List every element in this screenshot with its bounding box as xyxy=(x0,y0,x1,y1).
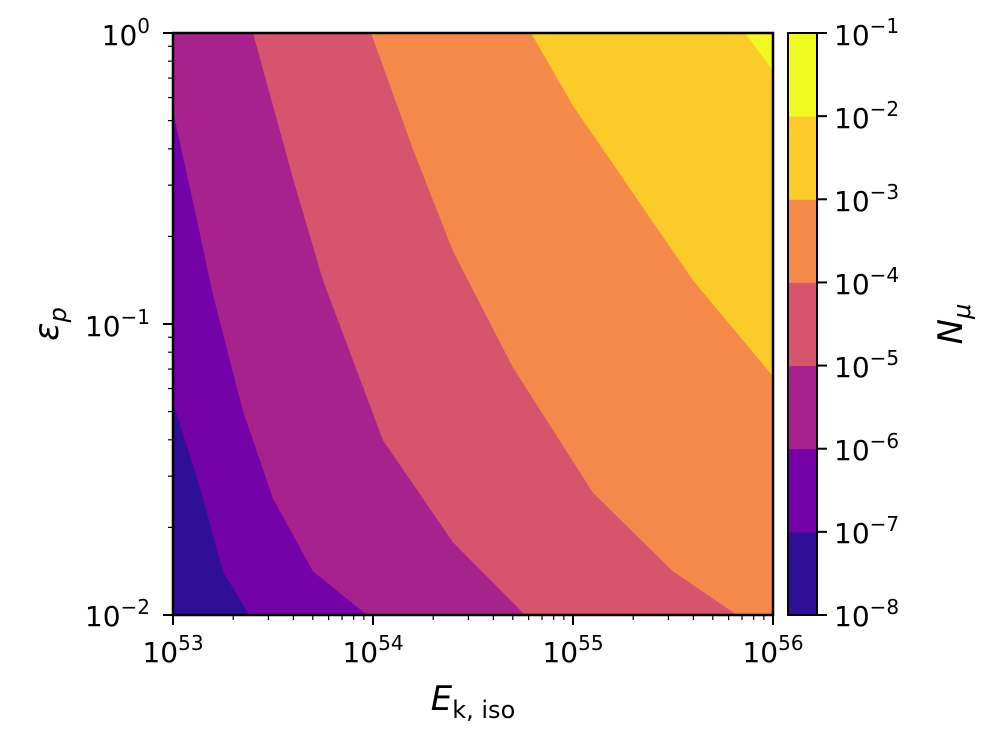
x-axis-label: Ek, iso xyxy=(431,679,516,724)
contour-region xyxy=(531,33,773,377)
colorbar-band xyxy=(788,531,817,616)
x-tick-label: 1055 xyxy=(542,631,603,669)
x-tick-label: 1053 xyxy=(142,631,203,669)
colorbar-band xyxy=(788,33,817,117)
x-tick-label: 1054 xyxy=(342,631,403,669)
colorbar-tick-label: 10−8 xyxy=(834,595,899,633)
colorbar-band xyxy=(788,282,817,367)
colorbar-tick-label: 10−6 xyxy=(834,429,899,467)
y-tick-label: 10−2 xyxy=(85,595,150,633)
colorbar-band xyxy=(788,116,817,200)
colorbar-band xyxy=(788,448,817,533)
y-tick-label: 10−1 xyxy=(85,305,150,343)
colorbar-band xyxy=(788,199,817,283)
colorbar-label: Nμ xyxy=(931,304,976,345)
y-axis-label: εp xyxy=(27,307,72,341)
contour-plot-area xyxy=(173,33,773,615)
x-tick-labels: 1053 1054 1055 1056 xyxy=(142,631,803,669)
colorbar-tick-label: 10−7 xyxy=(834,512,899,550)
colorbar-tick-label: 10−1 xyxy=(834,14,899,52)
colorbar-tick-label: 10−5 xyxy=(834,346,899,384)
colorbar-frame xyxy=(787,32,818,616)
colorbar-band xyxy=(788,365,817,450)
contour-region xyxy=(745,33,773,71)
colorbar-tick-label: 10−3 xyxy=(834,180,899,218)
axis-ticks xyxy=(163,32,827,625)
y-tick-labels: 10−2 10−1 100 xyxy=(85,14,150,633)
x-tick-label: 1056 xyxy=(742,631,803,669)
colorbar-tick-label: 10−4 xyxy=(834,263,899,301)
colorbar-tick-labels: 10−8 10−7 10−6 10−5 10−4 10−3 10−2 10−1 xyxy=(834,14,899,633)
y-tick-label: 100 xyxy=(102,14,150,52)
colorbar-tick-label: 10−2 xyxy=(834,97,899,135)
colorbar xyxy=(788,33,817,616)
